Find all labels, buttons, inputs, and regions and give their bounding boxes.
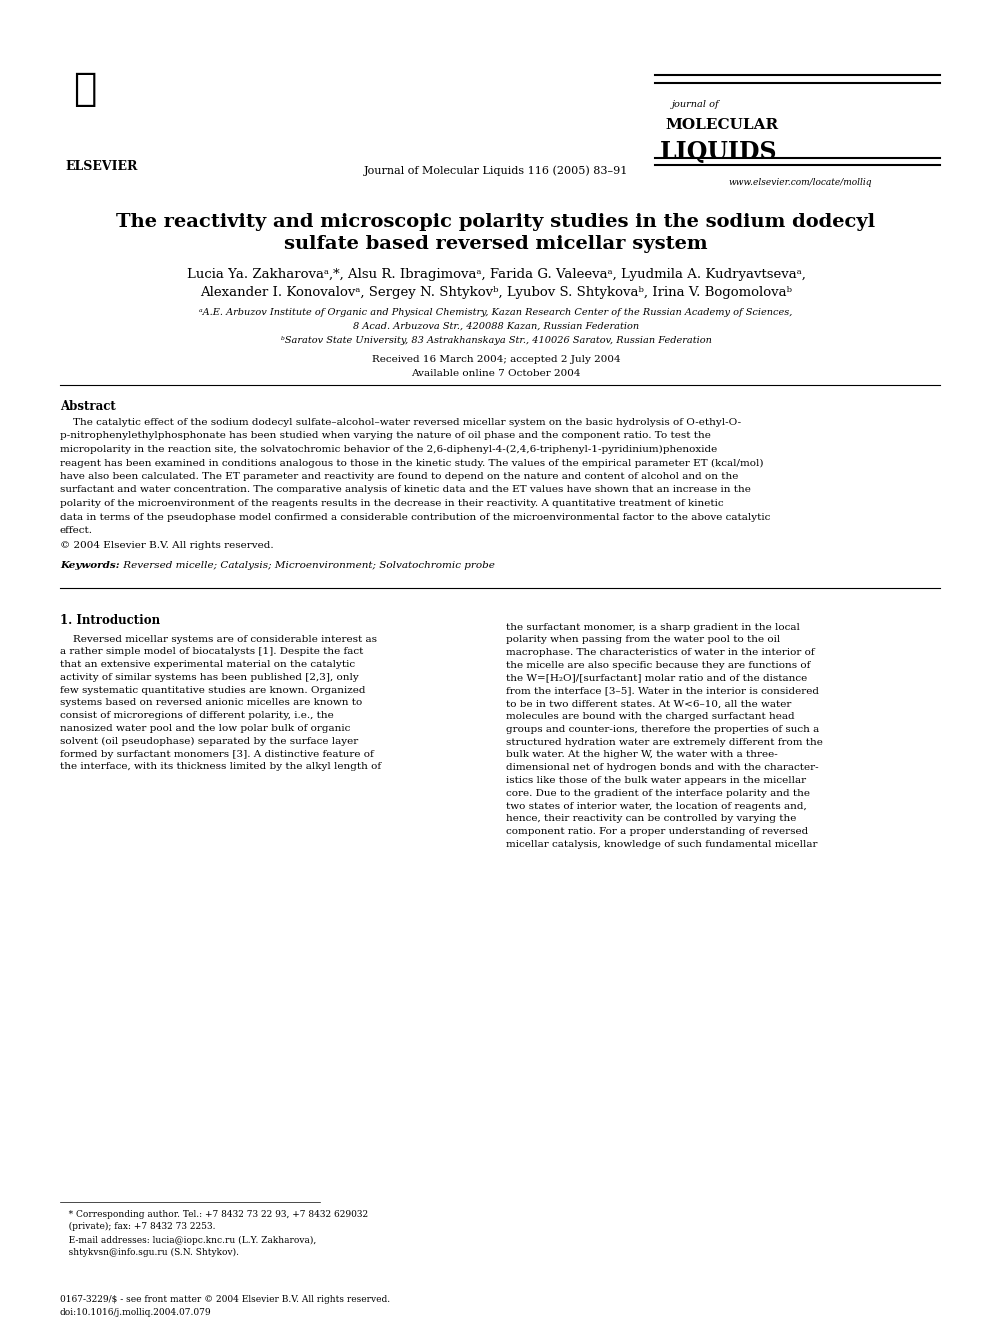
Text: E-mail addresses: lucia@iopc.knc.ru (L.Y. Zakharova),: E-mail addresses: lucia@iopc.knc.ru (L.Y… — [60, 1236, 316, 1245]
Text: molecules are bound with the charged surfactant head: molecules are bound with the charged sur… — [506, 712, 795, 721]
Text: surfactant and water concentration. The comparative analysis of kinetic data and: surfactant and water concentration. The … — [60, 486, 751, 495]
Text: component ratio. For a proper understanding of reversed: component ratio. For a proper understand… — [506, 827, 808, 836]
Text: that an extensive experimental material on the catalytic: that an extensive experimental material … — [60, 660, 355, 669]
Text: the interface, with its thickness limited by the alkyl length of: the interface, with its thickness limite… — [60, 762, 381, 771]
Text: activity of similar systems has been published [2,3], only: activity of similar systems has been pub… — [60, 673, 359, 681]
Text: polarity of the microenvironment of the reagents results in the decrease in thei: polarity of the microenvironment of the … — [60, 499, 723, 508]
Text: polarity when passing from the water pool to the oil: polarity when passing from the water poo… — [506, 635, 781, 644]
Text: 🌳: 🌳 — [73, 70, 96, 108]
Text: 1. Introduction: 1. Introduction — [60, 614, 160, 627]
Text: formed by surfactant monomers [3]. A distinctive feature of: formed by surfactant monomers [3]. A dis… — [60, 750, 374, 758]
Text: micellar catalysis, knowledge of such fundamental micellar: micellar catalysis, knowledge of such fu… — [506, 840, 817, 849]
Text: www.elsevier.com/locate/molliq: www.elsevier.com/locate/molliq — [728, 179, 872, 187]
Text: from the interface [3–5]. Water in the interior is considered: from the interface [3–5]. Water in the i… — [506, 687, 819, 696]
Text: solvent (oil pseudophase) separated by the surface layer: solvent (oil pseudophase) separated by t… — [60, 737, 358, 746]
Text: 8 Acad. Arbuzova Str., 420088 Kazan, Russian Federation: 8 Acad. Arbuzova Str., 420088 Kazan, Rus… — [353, 321, 639, 331]
Text: (private); fax: +7 8432 73 2253.: (private); fax: +7 8432 73 2253. — [60, 1222, 215, 1232]
Text: Received 16 March 2004; accepted 2 July 2004: Received 16 March 2004; accepted 2 July … — [372, 355, 620, 364]
Text: data in terms of the pseudophase model confirmed a considerable contribution of : data in terms of the pseudophase model c… — [60, 512, 771, 521]
Text: bulk water. At the higher W, the water with a three-: bulk water. At the higher W, the water w… — [506, 750, 778, 759]
Text: the W=[H₂O]/[surfactant] molar ratio and of the distance: the W=[H₂O]/[surfactant] molar ratio and… — [506, 673, 807, 683]
Text: nanosized water pool and the low polar bulk of organic: nanosized water pool and the low polar b… — [60, 724, 350, 733]
Text: Abstract: Abstract — [60, 400, 116, 413]
Text: micropolarity in the reaction site, the solvatochromic behavior of the 2,6-diphe: micropolarity in the reaction site, the … — [60, 445, 717, 454]
Text: The catalytic effect of the sodium dodecyl sulfate–alcohol–water reversed micell: The catalytic effect of the sodium dodec… — [60, 418, 741, 427]
Text: LIQUIDS: LIQUIDS — [660, 140, 778, 164]
Text: istics like those of the bulk water appears in the micellar: istics like those of the bulk water appe… — [506, 777, 806, 785]
Text: ᵇSaratov State University, 83 Astrakhanskaya Str., 410026 Saratov, Russian Feder: ᵇSaratov State University, 83 Astrakhans… — [281, 336, 711, 345]
Text: consist of microregions of different polarity, i.e., the: consist of microregions of different pol… — [60, 712, 333, 720]
Text: © 2004 Elsevier B.V. All rights reserved.: © 2004 Elsevier B.V. All rights reserved… — [60, 541, 274, 550]
Text: * Corresponding author. Tel.: +7 8432 73 22 93, +7 8432 629032: * Corresponding author. Tel.: +7 8432 73… — [60, 1211, 368, 1218]
Text: shtykvsn@info.sgu.ru (S.N. Shtykov).: shtykvsn@info.sgu.ru (S.N. Shtykov). — [60, 1248, 239, 1257]
Text: groups and counter-ions, therefore the properties of such a: groups and counter-ions, therefore the p… — [506, 725, 819, 734]
Text: core. Due to the gradient of the interface polarity and the: core. Due to the gradient of the interfa… — [506, 789, 810, 798]
Text: ᵃA.E. Arbuzov Institute of Organic and Physical Chemistry, Kazan Research Center: ᵃA.E. Arbuzov Institute of Organic and P… — [199, 308, 793, 318]
Text: Alexander I. Konovalovᵃ, Sergey N. Shtykovᵇ, Lyubov S. Shtykovaᵇ, Irina V. Bogom: Alexander I. Konovalovᵃ, Sergey N. Shtyk… — [200, 286, 792, 299]
Text: structured hydration water are extremely different from the: structured hydration water are extremely… — [506, 738, 823, 746]
Text: journal of: journal of — [672, 101, 719, 108]
Text: doi:10.1016/j.molliq.2004.07.079: doi:10.1016/j.molliq.2004.07.079 — [60, 1308, 211, 1316]
Text: systems based on reversed anionic micelles are known to: systems based on reversed anionic micell… — [60, 699, 362, 708]
Text: reagent has been examined in conditions analogous to those in the kinetic study.: reagent has been examined in conditions … — [60, 459, 764, 467]
Text: have also been calculated. The ET parameter and reactivity are found to depend o: have also been calculated. The ET parame… — [60, 472, 738, 482]
Text: to be in two different states. At W<6–10, all the water: to be in two different states. At W<6–10… — [506, 700, 792, 708]
Text: Reversed micellar systems are of considerable interest as: Reversed micellar systems are of conside… — [60, 635, 377, 643]
Text: a rather simple model of biocatalysts [1]. Despite the fact: a rather simple model of biocatalysts [1… — [60, 647, 363, 656]
Text: The reactivity and microscopic polarity studies in the sodium dodecyl: The reactivity and microscopic polarity … — [116, 213, 876, 232]
Text: dimensional net of hydrogen bonds and with the character-: dimensional net of hydrogen bonds and wi… — [506, 763, 818, 773]
Text: Lucia Ya. Zakharovaᵃ,*, Alsu R. Ibragimovaᵃ, Farida G. Valeevaᵃ, Lyudmila A. Kud: Lucia Ya. Zakharovaᵃ,*, Alsu R. Ibragimo… — [186, 269, 806, 280]
Text: hence, their reactivity can be controlled by varying the: hence, their reactivity can be controlle… — [506, 815, 797, 823]
Text: sulfate based reversed micellar system: sulfate based reversed micellar system — [284, 235, 708, 253]
Text: ELSEVIER: ELSEVIER — [65, 160, 137, 173]
Text: p-nitrophenylethylphosphonate has been studied when varying the nature of oil ph: p-nitrophenylethylphosphonate has been s… — [60, 431, 711, 441]
Text: the surfactant monomer, is a sharp gradient in the local: the surfactant monomer, is a sharp gradi… — [506, 623, 800, 631]
Text: Keywords:: Keywords: — [60, 561, 120, 570]
Text: few systematic quantitative studies are known. Organized: few systematic quantitative studies are … — [60, 685, 365, 695]
Text: effect.: effect. — [60, 527, 93, 534]
Text: 0167-3229/$ - see front matter © 2004 Elsevier B.V. All rights reserved.: 0167-3229/$ - see front matter © 2004 El… — [60, 1295, 390, 1304]
Text: MOLECULAR: MOLECULAR — [665, 118, 778, 132]
Text: macrophase. The characteristics of water in the interior of: macrophase. The characteristics of water… — [506, 648, 814, 658]
Text: Available online 7 October 2004: Available online 7 October 2004 — [412, 369, 580, 378]
Text: the micelle are also specific because they are functions of: the micelle are also specific because th… — [506, 662, 810, 669]
Text: Journal of Molecular Liquids 116 (2005) 83–91: Journal of Molecular Liquids 116 (2005) … — [364, 165, 628, 176]
Text: Reversed micelle; Catalysis; Microenvironment; Solvatochromic probe: Reversed micelle; Catalysis; Microenviro… — [120, 561, 495, 570]
Text: two states of interior water, the location of reagents and,: two states of interior water, the locati… — [506, 802, 806, 811]
